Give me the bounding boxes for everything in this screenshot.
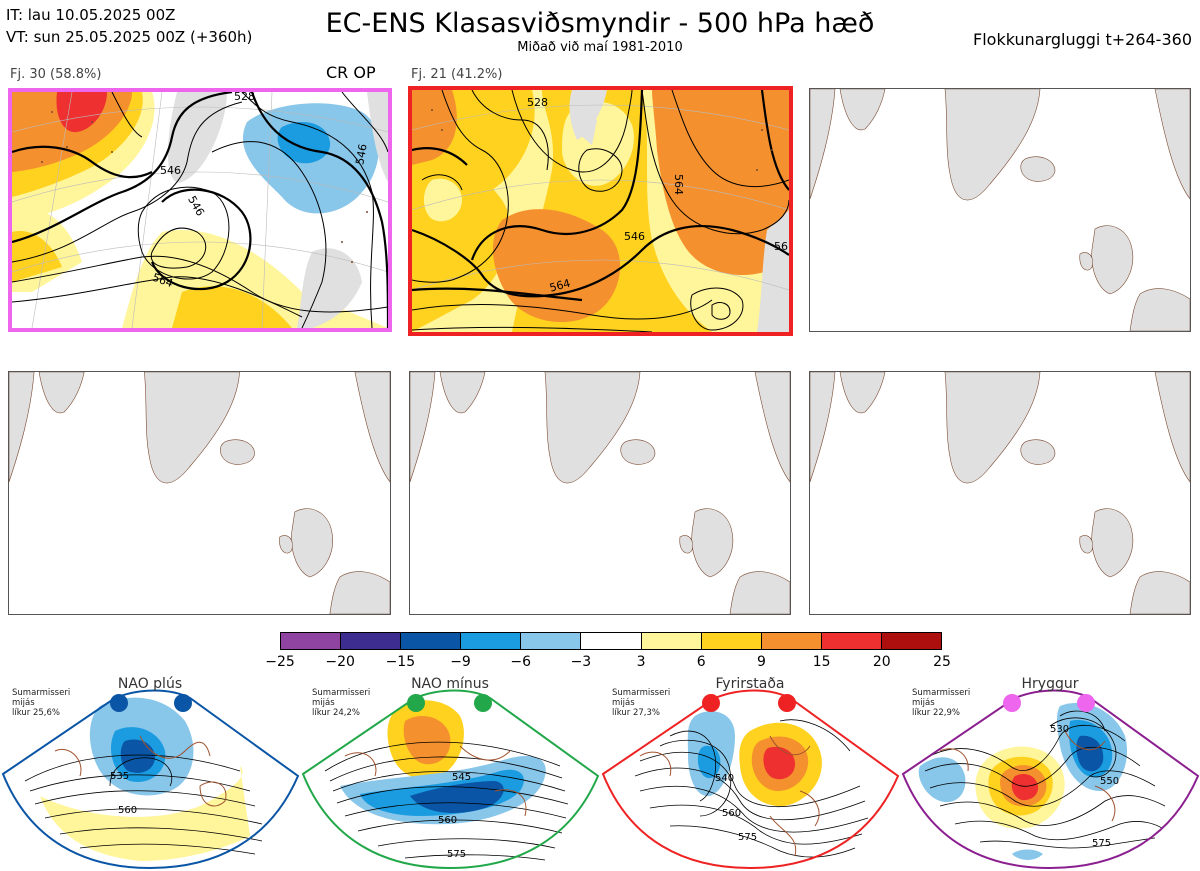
empty-map-4 [8,371,391,615]
regime-1-info: Sumarmisseri mijás líkur 25,6% [12,688,71,718]
regime-4-name: Hryggur [1021,676,1079,692]
regime-ridge: 530 550 575 Hryggur Sumarmisseri mijás lík… [900,676,1200,871]
colorbar-swatch-9 [761,633,822,649]
regime-1-contour-label-2: 560 [118,805,137,816]
anomaly-colorbar [280,632,942,650]
regime-2-info: Sumarmisseri mijás líkur 24,2% [312,688,371,718]
colorbar-swatch-1 [281,633,342,649]
regime-2-contour-label-2: 560 [438,815,457,826]
regime-3-contour-label-2: 560 [722,808,741,819]
regime-nao-plus: 535 560 NAO plús Sumarmisseri mijás líkur … [0,676,300,871]
colorbar-tick: −3 [570,654,592,670]
cluster-1-contour-label-5: 528 [234,92,255,103]
cluster-1-tag: CR OP [326,63,376,82]
classification-window: Flokkunargluggi t+264-360 [973,30,1192,49]
colorbar-tick: 9 [756,654,766,670]
regime-nao-minus: 545 560 575 NAO mínus Sumarmisseri mijás l… [300,676,600,871]
cluster-2-contour-label-2: 546 [624,230,645,243]
regime-4-contour-label-2: 550 [1100,776,1119,787]
colorbar-swatch-8 [701,633,762,649]
empty-map-3 [809,88,1191,332]
regime-1-name: NAO plús [117,676,183,692]
colorbar-tick: 25 [933,654,951,670]
colorbar-swatch-4 [461,633,522,649]
colorbar-swatch-7 [641,633,702,649]
page-title: EC-ENS Klasasviðsmyndir - 500 hPa hæð [325,8,875,39]
cluster-2-contour-label-5: 56 [774,240,788,253]
regime-3-info: Sumarmisseri mijás líkur 27,3% [612,688,671,718]
page-subtitle: Miðað við maí 1981-2010 [517,40,683,55]
regime-2-contour-label-1: 545 [452,772,471,783]
colorbar-tick: −15 [385,654,416,670]
cluster-1-contour-label-1: 546 [160,164,181,177]
initial-time: IT: lau 10.05.2025 00Z [6,6,176,24]
cluster-2-contour-label-4: 528 [527,96,548,109]
cluster-2-label: Fj. 21 (41.2%) [411,67,503,82]
empty-map-6 [809,371,1191,615]
colorbar-swatch-10 [821,633,882,649]
regime-4-contour-label-3: 575 [1092,838,1111,849]
regime-3-name: Fyrirstaða [715,676,785,692]
colorbar-tick: −20 [325,654,355,670]
cluster-1-label: Fj. 30 (58.8%) [10,67,102,82]
regime-2-contour-label-3: 575 [447,849,466,860]
regime-2-name: NAO mínus [411,676,489,692]
colorbar-tick: 20 [872,654,891,670]
run-info: IT: lau 10.05.2025 00Z VT: sun 25.05.202… [6,4,252,48]
regime-4-info: Sumarmisseri mijás líkur 22,9% [912,688,971,718]
colorbar-tick: 3 [636,654,646,670]
colorbar-tick: −6 [510,654,532,670]
colorbar-swatch-11 [881,633,942,649]
cluster-2-contour-label-1: 564 [548,277,572,295]
cluster-1-map: 546 546 546 564 528 [8,88,392,332]
colorbar-tick: 6 [696,654,706,670]
colorbar-swatch-5 [521,633,582,649]
regime-3-contour-label-1: 540 [715,773,734,784]
colorbar-tick: 15 [812,654,831,670]
regime-4-contour-label-1: 530 [1050,724,1069,735]
cluster-2-map: 564 546 564 528 56 [408,86,793,336]
cluster-2-contour-label-3: 564 [672,174,685,195]
colorbar-ticks: −25 −20 −15 −9 −6 −3 3 6 9 15 20 25 [260,654,962,674]
colorbar-swatch-2 [341,633,402,649]
regime-blocking: 540 560 575 Fyrirstaða Sumarmisseri mijás… [600,676,900,871]
cluster-1-contour-label-3: 546 [353,143,369,166]
colorbar-tick: −9 [450,654,471,670]
regime-1-contour-label-1: 535 [110,771,129,782]
colorbar-tick: −25 [265,654,295,670]
colorbar-swatch-3 [401,633,462,649]
empty-map-5 [409,371,791,615]
regime-3-contour-label-3: 575 [738,832,757,843]
colorbar-swatch-6 [581,633,642,649]
valid-time: VT: sun 25.05.2025 00Z (+360h) [6,28,253,46]
